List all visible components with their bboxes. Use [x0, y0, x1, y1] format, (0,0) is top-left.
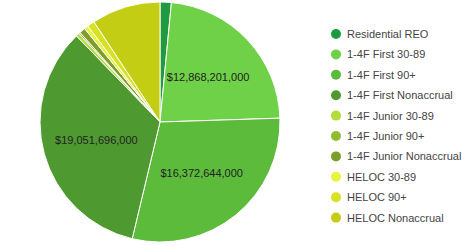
legend-label: 1-4F Junior 90+ — [347, 130, 424, 142]
legend-label: HELOC 30-89 — [347, 171, 416, 183]
legend-label: Residential REO — [347, 28, 429, 40]
chart: $12,868,201,000 $16,372,644,000 $19,051,69… — [0, 0, 466, 246]
legend-marker — [331, 29, 341, 39]
legend-marker — [331, 70, 341, 80]
legend-marker — [331, 151, 341, 161]
legend-marker — [331, 90, 341, 100]
legend-marker — [331, 192, 341, 202]
data-label: $12,868,201,000 — [167, 71, 250, 83]
legend-label: HELOC Nonaccrual — [347, 212, 444, 224]
legend-label: 1-4F Junior Nonaccrual — [347, 150, 461, 162]
data-label: $19,051,696,000 — [55, 134, 138, 146]
legend-marker — [331, 172, 341, 182]
legend-label: 1-4F First 30-89 — [347, 48, 425, 60]
legend: Residential REO 1-4F First 30-89 1-4F Firs… — [331, 28, 461, 224]
data-label: $16,372,644,000 — [160, 167, 243, 179]
legend-marker — [331, 131, 341, 141]
slice — [160, 3, 280, 122]
slice — [94, 2, 160, 122]
slices — [40, 2, 280, 242]
legend-marker — [331, 111, 341, 121]
legend-label: 1-4F First 90+ — [347, 69, 416, 81]
legend-label: 1-4F Junior 30-89 — [347, 110, 434, 122]
legend-marker — [331, 213, 341, 223]
legend-marker — [331, 49, 341, 59]
data-labels: $12,868,201,000 $16,372,644,000 $19,051,69… — [55, 71, 249, 179]
legend-label: HELOC 90+ — [347, 191, 407, 203]
legend-label: 1-4F First Nonaccrual — [347, 89, 453, 101]
